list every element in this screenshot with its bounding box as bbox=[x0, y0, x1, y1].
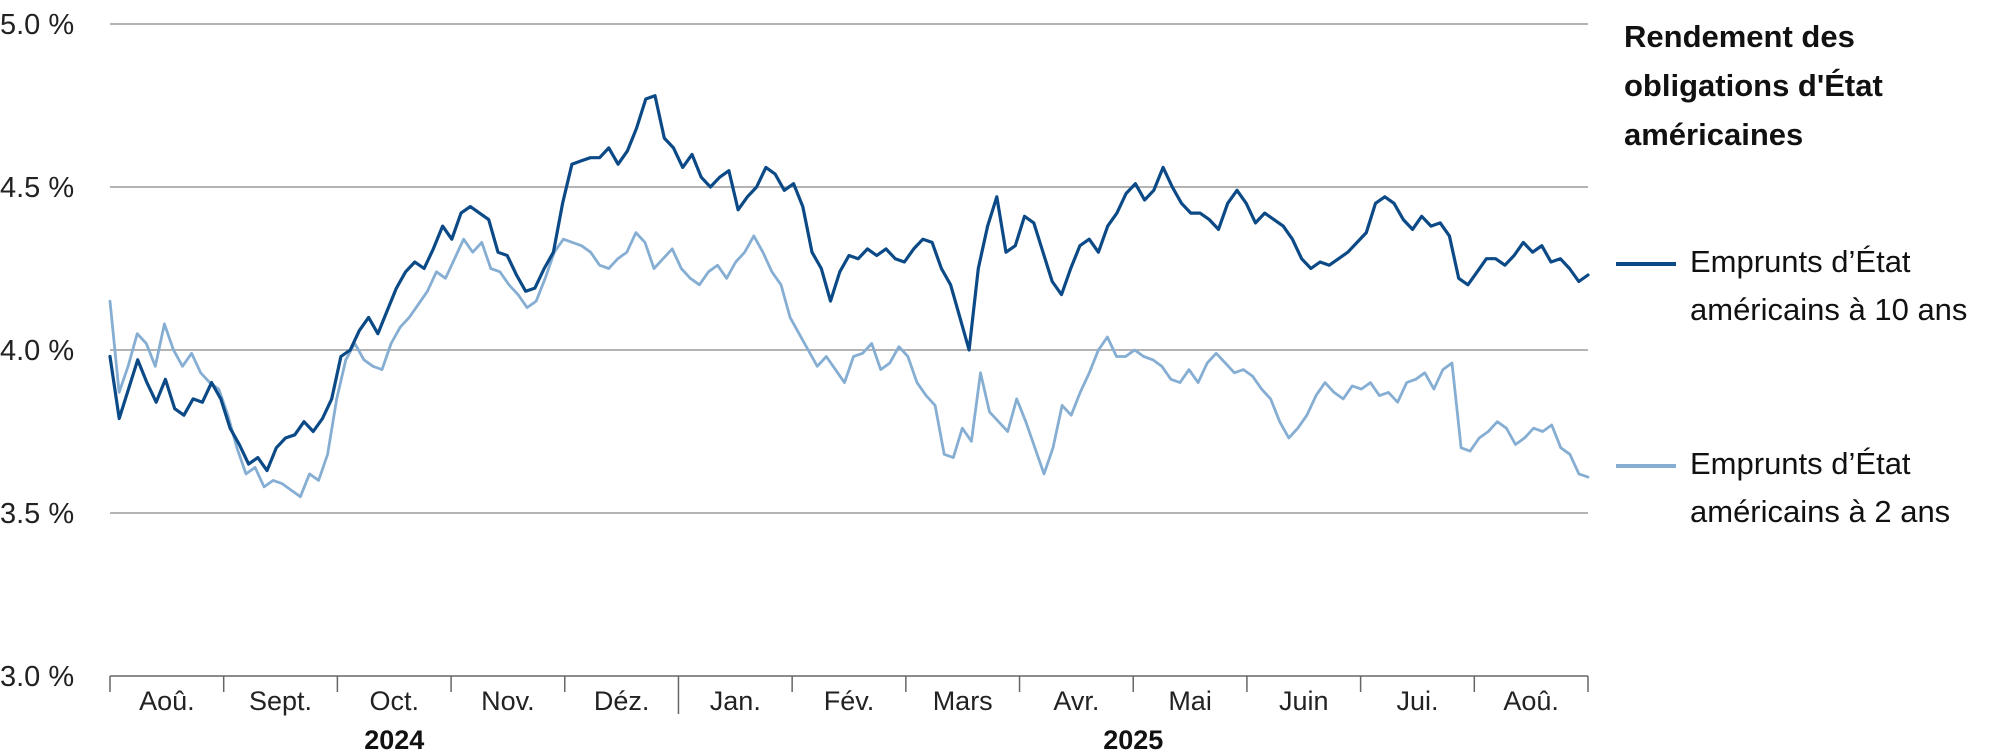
x-tick-label: Oct. bbox=[369, 686, 419, 716]
y-tick-label: 4.5 % bbox=[0, 172, 74, 204]
x-tick-label: Déz. bbox=[594, 686, 650, 716]
x-tick-label: Fév. bbox=[824, 686, 875, 716]
legend-swatch-2y bbox=[1616, 464, 1676, 468]
x-tick-label: Mars bbox=[933, 686, 993, 716]
x-tick-label: Sept. bbox=[249, 686, 312, 716]
x-tick-label: Aoû. bbox=[139, 686, 195, 716]
x-tick-label: Jan. bbox=[710, 686, 761, 716]
chart-title: Rendement des obligations d'État américa… bbox=[1624, 19, 1883, 152]
y-tick-label: 4.0 % bbox=[0, 335, 74, 367]
x-tick-label: Jui. bbox=[1396, 686, 1438, 716]
legend-label-10y: Emprunts d’État américains à 10 ans bbox=[1690, 244, 1968, 327]
x-tick-label: Nov. bbox=[481, 686, 535, 716]
y-tick-label: 5.0 % bbox=[0, 9, 74, 41]
legend-swatch-10y bbox=[1616, 262, 1676, 266]
x-tick-label: Avr. bbox=[1053, 686, 1099, 716]
x-axis: Aoû. Sept. Oct. Nov. Déz. Jan. Fév. Mars Avr. Mai… bbox=[109, 675, 1589, 753]
series-line-2y bbox=[108, 231, 1590, 499]
y-tick-label: 3.0 % bbox=[0, 661, 74, 693]
gridlines bbox=[110, 23, 1588, 514]
series-line-10y bbox=[108, 94, 1590, 473]
year-label: 2024 bbox=[364, 725, 424, 753]
x-tick-label: Juin bbox=[1279, 686, 1329, 716]
y-tick-label: 3.5 % bbox=[0, 498, 74, 530]
y-axis-ticks: 3.0 % 3.5 % 4.0 % 4.5 % 5.0 % bbox=[0, 9, 74, 693]
x-tick-label: Aoû. bbox=[1503, 686, 1559, 716]
legend-label-2y: Emprunts d’État américains à 2 ans bbox=[1690, 446, 1951, 529]
series-lines bbox=[108, 94, 1590, 499]
x-tick-label: Mai bbox=[1168, 686, 1212, 716]
year-label: 2025 bbox=[1103, 725, 1163, 753]
